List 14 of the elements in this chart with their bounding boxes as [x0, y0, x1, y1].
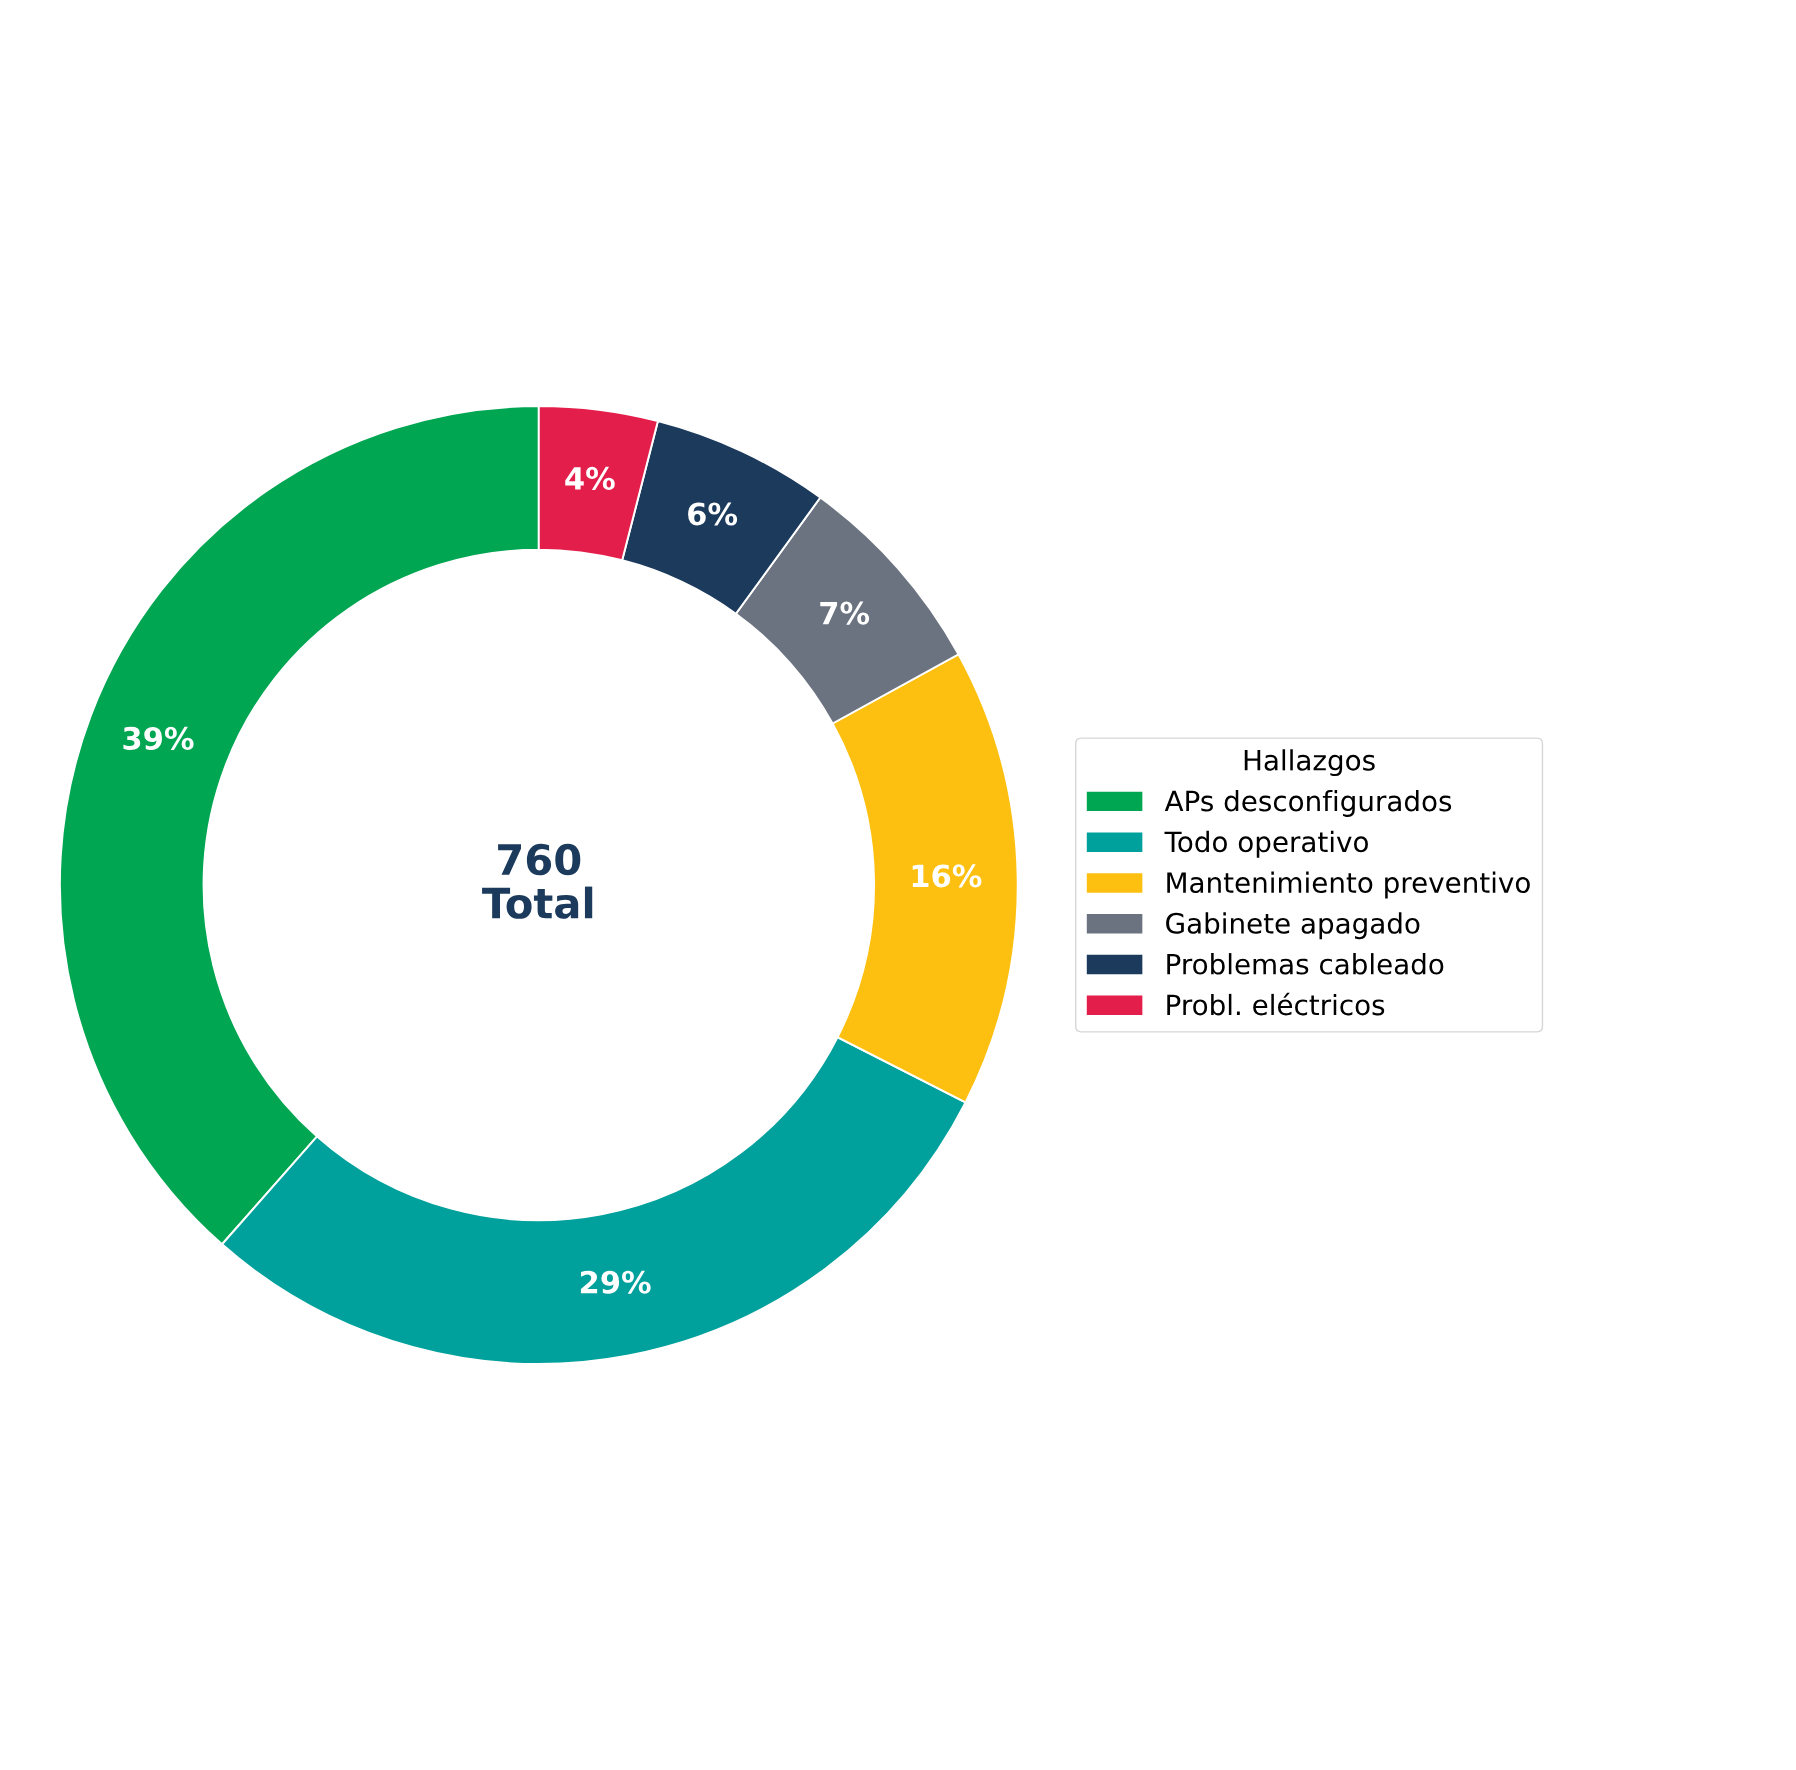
legend-label: APs desconfigurados — [1164, 790, 1452, 817]
text: 760 Total — [482, 843, 593, 919]
data-label: 6% — [688, 502, 738, 526]
data-label: 16% — [912, 864, 982, 888]
data-label: 4% — [565, 466, 615, 490]
legend-label: Probl. eléctricos — [1167, 992, 1385, 1016]
legend-title: Hallazgos — [1244, 749, 1375, 777]
legend-label: Mantenimiento preventivo — [1167, 871, 1530, 899]
legend-label: Todo operativo — [1164, 830, 1368, 858]
legend-label: Gabinete apagado — [1166, 912, 1420, 940]
data-label: 39% — [123, 726, 194, 750]
data-label: 29% — [580, 1270, 651, 1294]
data-label: 7% — [820, 601, 870, 625]
legend-label: Problemas cableado — [1167, 953, 1444, 975]
